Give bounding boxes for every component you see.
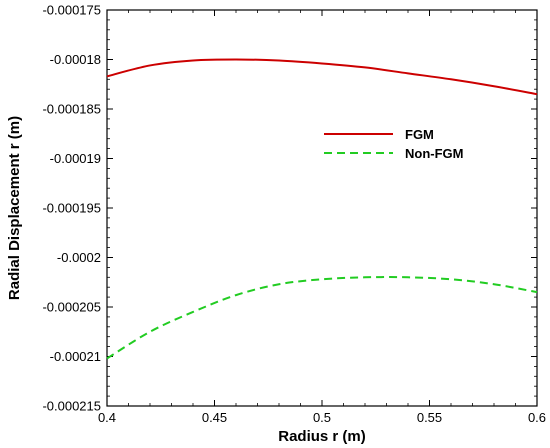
y-tick-label: -0.000215 <box>42 399 101 414</box>
x-axis-title: Radius r (m) <box>278 428 366 445</box>
legend-label-fgm: FGM <box>405 127 434 142</box>
axis-ticks <box>106 9 538 407</box>
y-tick-label: -0.000195 <box>42 201 101 216</box>
x-tick-label: 0.4 <box>98 410 116 425</box>
y-tick-label: -0.000185 <box>42 102 101 117</box>
y-tick-label: -0.00021 <box>50 349 101 364</box>
series-line-non-fgm <box>106 276 538 360</box>
x-tick-label: 0.5 <box>313 410 331 425</box>
x-tick-label: 0.45 <box>202 410 227 425</box>
series-layer <box>106 58 538 360</box>
y-tick-label: -0.00018 <box>50 52 101 67</box>
y-tick-label: -0.000205 <box>42 300 101 315</box>
y-tick-label: -0.000175 <box>42 3 101 18</box>
y-axis-title: Radial Displacement r (m) <box>6 116 23 300</box>
plot-frame <box>106 9 538 407</box>
x-tick-label: 0.55 <box>417 410 442 425</box>
legend: FGM Non-FGM <box>324 127 463 161</box>
axis-tick-labels: 0.4 0.45 0.5 0.55 0.6 -0.000175 -0.00018 -0.000… <box>42 3 546 426</box>
y-tick-label: -0.0002 <box>57 250 101 265</box>
y-tick-label: -0.00019 <box>50 151 101 166</box>
legend-label-non-fgm: Non-FGM <box>405 146 463 161</box>
x-tick-label: 0.6 <box>528 410 546 425</box>
series-line-fgm <box>106 58 538 96</box>
